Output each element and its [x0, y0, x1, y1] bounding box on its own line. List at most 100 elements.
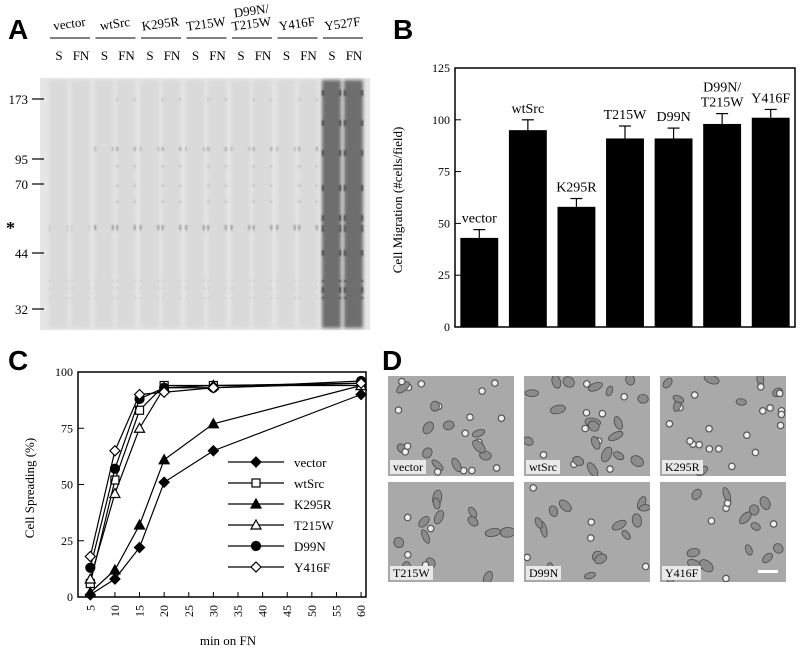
- cell: [433, 468, 442, 476]
- lane-group-label: wtSrc: [99, 14, 131, 33]
- cell: [590, 436, 601, 450]
- lane-label: S: [101, 48, 108, 63]
- series-line-vector: [89, 393, 362, 596]
- bar-ytick-label: 125: [432, 61, 450, 75]
- spreading-line-chart: 0 25 50 75 100 5 10 15 20 25 30 35 40 45 50 55 60 vector…: [22, 365, 368, 648]
- migration-bar-chart: 0 25 50 75 100 125 vector wtSrc K295R T215W D99N D…: [390, 61, 796, 334]
- bar-category-label: wtSrc: [512, 102, 545, 117]
- cell: [548, 505, 559, 517]
- line-xtick-label: 60: [354, 605, 368, 617]
- cell: [451, 457, 462, 473]
- cell: [621, 529, 631, 540]
- legend-label: Y416F: [294, 560, 330, 575]
- line-xtick-label: 35: [231, 605, 245, 617]
- micrograph-y416f: Y416F: [660, 482, 786, 582]
- cell: [492, 464, 501, 472]
- lane-label: FN: [255, 48, 272, 63]
- point-marker: [84, 586, 97, 598]
- bar-category-label: vector: [462, 212, 497, 227]
- cell: [776, 421, 785, 430]
- cell-image: [524, 376, 649, 476]
- series-line-T215W: [89, 384, 362, 580]
- cell: [586, 462, 599, 476]
- cell-image: [394, 377, 506, 476]
- panel-letter-b: B: [393, 14, 414, 45]
- cell: [620, 392, 629, 401]
- cell: [686, 547, 701, 558]
- lane-group-label: T215W: [185, 13, 227, 33]
- cell: [582, 408, 591, 417]
- cell: [638, 504, 650, 512]
- line-xtick-label: 10: [108, 605, 122, 617]
- western-blot: vector S FN wtSrc S FN K295R S FN T215W S FN D99N/T2…: [6, 1, 370, 330]
- point-marker: [249, 518, 263, 530]
- cell: [432, 497, 441, 510]
- cell: [705, 424, 713, 433]
- cell: [467, 516, 479, 527]
- point-marker: [207, 444, 220, 457]
- point-marker: [84, 572, 97, 584]
- cell: [672, 394, 685, 404]
- cell: [472, 439, 486, 454]
- cell: [468, 466, 476, 475]
- cell: [625, 376, 636, 386]
- point-marker: [158, 386, 171, 399]
- lane-label: S: [55, 48, 62, 63]
- bar-category-label: Y416F: [751, 91, 790, 106]
- lane-group-label: vector: [52, 14, 87, 33]
- point-marker: [109, 444, 121, 457]
- cell: [594, 553, 608, 565]
- bar-ytick-label: 50: [438, 216, 450, 230]
- cell: [744, 544, 753, 556]
- lane-group-label: D99N/: [233, 1, 271, 21]
- series-line-Y416F: [89, 382, 362, 557]
- cell: [613, 416, 623, 430]
- point-marker: [108, 487, 121, 499]
- cell: [562, 376, 575, 388]
- line-xtick-label: 55: [329, 605, 343, 617]
- micrograph-t215w: T215W: [388, 482, 514, 582]
- lane-label: S: [328, 48, 335, 63]
- lane-group-label: K295R: [141, 13, 181, 33]
- lane-label: S: [237, 48, 244, 63]
- line-xtick-label: 5: [83, 605, 97, 611]
- lane-label: FN: [164, 48, 181, 63]
- cell: [766, 404, 774, 412]
- cell: [750, 522, 761, 531]
- cell: [775, 389, 784, 398]
- cell: [641, 562, 650, 571]
- lane-label: S: [283, 48, 290, 63]
- cell: [631, 513, 643, 528]
- cell: [705, 445, 714, 453]
- cell: [751, 448, 760, 457]
- cell: [551, 376, 562, 389]
- mw-marker-label: 70: [15, 177, 28, 192]
- bar-5: [703, 123, 742, 327]
- cell: [587, 381, 603, 392]
- lane-group-label: T215W: [231, 13, 273, 33]
- cell: [707, 517, 716, 525]
- micrograph-k295r: K295R: [660, 376, 786, 476]
- lane-smear: [207, 80, 227, 328]
- cell: [558, 499, 572, 513]
- legend-label: wtSrc: [294, 476, 325, 491]
- cell: [584, 571, 596, 580]
- point-marker: [250, 456, 262, 468]
- cell: [606, 465, 614, 473]
- lane-group-label: Y527F: [323, 14, 361, 34]
- cell-image: [667, 487, 784, 582]
- cell: [686, 437, 694, 445]
- bar-0: [460, 237, 499, 327]
- point-marker: [158, 453, 171, 465]
- cell: [739, 511, 752, 525]
- line-ytick-label: 0: [67, 590, 73, 604]
- cell: [422, 421, 434, 435]
- cell: [611, 519, 627, 531]
- lane-smear: [185, 80, 205, 328]
- cell: [598, 409, 607, 418]
- lane-smear: [322, 80, 341, 328]
- cell: [403, 513, 412, 522]
- lane-smear: [231, 80, 250, 328]
- lane-label: FN: [73, 48, 90, 63]
- bar-category-label: T215W: [701, 96, 745, 111]
